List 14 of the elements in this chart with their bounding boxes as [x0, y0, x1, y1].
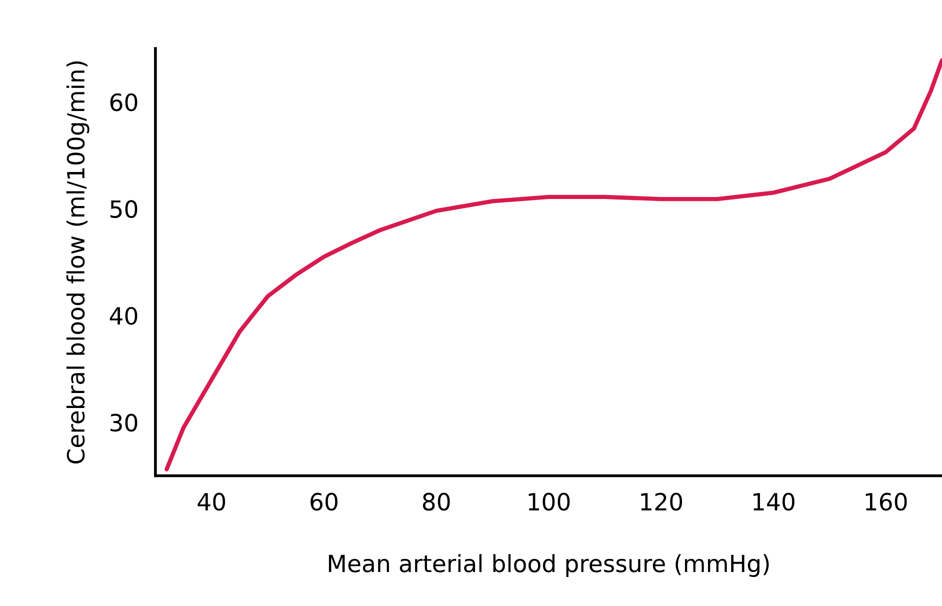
y-tick-label: 60 [110, 93, 138, 112]
y-tick-label: 40 [110, 306, 138, 325]
line-series [164, 58, 942, 472]
x-tick-label: 100 [528, 492, 570, 511]
x-tick-label: 60 [310, 492, 338, 511]
x-tick-label: 120 [641, 492, 682, 511]
y-tick-label: 30 [110, 414, 138, 432]
x-axis-title: Mean arterial blood pressure (mmHg) [328, 554, 769, 577]
x-tick-label: 40 [198, 492, 226, 511]
x-tick-label: 140 [754, 492, 794, 511]
y-axis-title: Cerebral blood flow (ml/100g/min) [66, 61, 90, 464]
y-tick-label: 50 [110, 200, 138, 218]
x-tick-label: 160 [866, 492, 907, 511]
x-tick-label: 80 [422, 492, 450, 511]
